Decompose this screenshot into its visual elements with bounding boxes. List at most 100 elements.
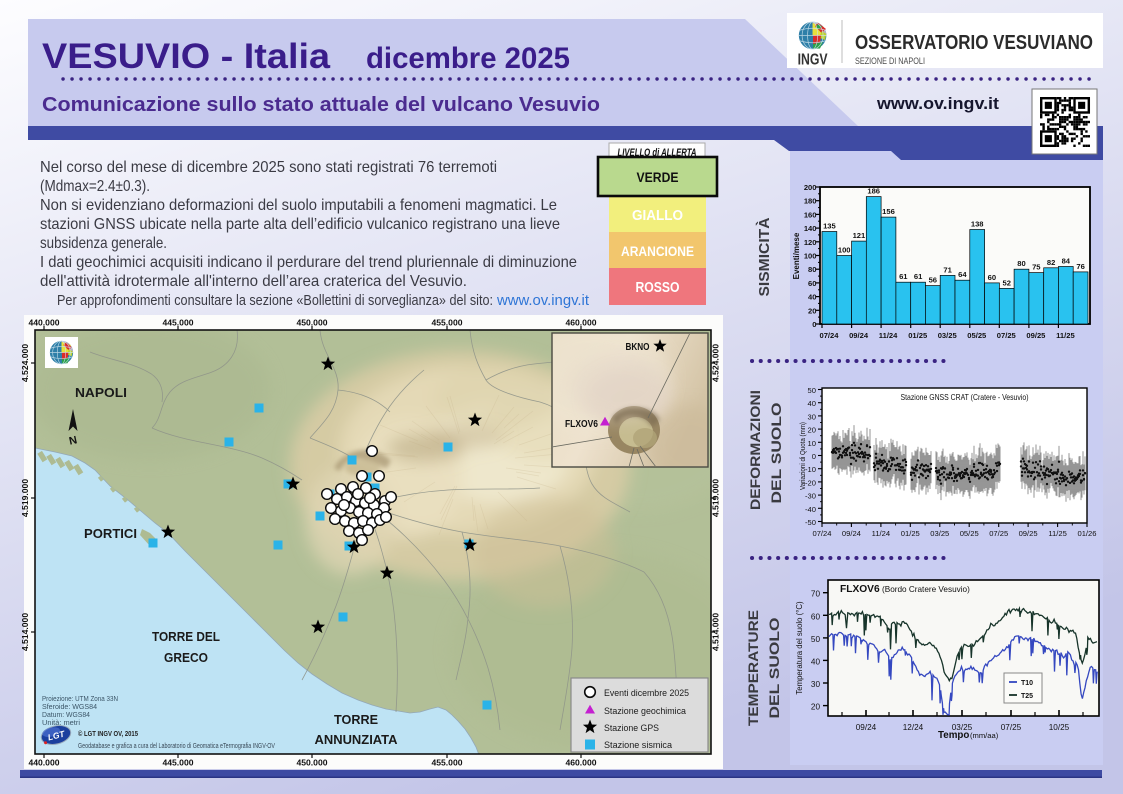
svg-text:100: 100 — [838, 246, 851, 255]
svg-text:Comunicazione sullo stato attu: Comunicazione sullo stato attuale del vu… — [42, 94, 600, 116]
svg-text:-40: -40 — [805, 505, 816, 514]
svg-text:Nel corso del mese di dicembre: Nel corso del mese di dicembre 2025 sono… — [40, 159, 497, 176]
svg-text:Stazione GNSS CRAT (Cratere -: Stazione GNSS CRAT (Cratere - Vesuvio) — [901, 393, 1029, 402]
svg-text:445.000: 445.000 — [162, 318, 193, 328]
svg-text:75: 75 — [1032, 263, 1041, 272]
svg-text:OSSERVATORIO VESUVIANO: OSSERVATORIO VESUVIANO — [855, 32, 1093, 54]
svg-text:40: 40 — [808, 293, 816, 302]
svg-text:T10: T10 — [1021, 680, 1033, 687]
svg-text:200: 200 — [804, 183, 817, 192]
svg-text:GRECO: GRECO — [164, 650, 208, 665]
svg-text:I dati geochimici acquisiti in: I dati geochimici acquisiti indicano il … — [40, 254, 577, 271]
svg-text:20: 20 — [808, 306, 816, 315]
svg-text:BKNO: BKNO — [626, 341, 650, 353]
svg-text:07/24: 07/24 — [819, 331, 839, 340]
svg-text:05/25: 05/25 — [967, 331, 987, 340]
svg-text:DEL SUOLO: DEL SUOLO — [769, 403, 784, 504]
svg-text:07/25: 07/25 — [997, 331, 1017, 340]
svg-text:01/25: 01/25 — [901, 529, 920, 538]
svg-text:(mm/aa): (mm/aa) — [970, 731, 999, 740]
svg-text:52: 52 — [1002, 278, 1010, 287]
svg-text:Tempo: Tempo — [938, 730, 969, 741]
svg-text:156: 156 — [882, 207, 895, 216]
svg-text:460.000: 460.000 — [565, 318, 596, 328]
svg-text:80: 80 — [1017, 259, 1025, 268]
svg-text:455.000: 455.000 — [431, 758, 462, 768]
svg-text:07/25: 07/25 — [1001, 723, 1022, 732]
svg-text:70: 70 — [811, 590, 821, 599]
svg-text:61: 61 — [914, 272, 923, 281]
svg-text:VERDE: VERDE — [637, 170, 679, 185]
svg-text:82: 82 — [1047, 258, 1055, 267]
svg-text:03/25: 03/25 — [930, 529, 949, 538]
svg-text:Geodatabase e grafica a cura d: Geodatabase e grafica a cura del Laborat… — [78, 743, 275, 750]
svg-text:50: 50 — [811, 635, 821, 644]
svg-text:TORRE: TORRE — [334, 712, 378, 727]
svg-text:0: 0 — [812, 452, 816, 461]
svg-text:DEL SUOLO: DEL SUOLO — [767, 618, 782, 719]
svg-text:20: 20 — [811, 703, 821, 712]
svg-text:SEZIONE DI NAPOLI: SEZIONE DI NAPOLI — [855, 56, 925, 67]
svg-text:www.ov.ingv.it: www.ov.ingv.it — [876, 94, 999, 113]
svg-text:40: 40 — [808, 399, 816, 408]
svg-text:100: 100 — [804, 252, 817, 261]
svg-text:Non si evidenziano deformazion: Non si evidenziano deformazioni del suol… — [40, 197, 557, 214]
svg-text:30: 30 — [811, 680, 821, 689]
svg-text:09/24: 09/24 — [842, 529, 861, 538]
svg-text:ARANCIONE: ARANCIONE — [621, 244, 694, 259]
svg-text:01/26: 01/26 — [1077, 529, 1096, 538]
svg-text:140: 140 — [804, 224, 817, 233]
svg-text:03/25: 03/25 — [952, 723, 973, 732]
svg-text:121: 121 — [853, 231, 866, 240]
svg-text:450.000: 450.000 — [296, 318, 327, 328]
svg-text:05/25: 05/25 — [960, 529, 979, 538]
svg-text:4.519.000: 4.519.000 — [20, 479, 30, 517]
svg-text:4.524.000: 4.524.000 — [20, 344, 30, 382]
svg-text:60: 60 — [988, 273, 996, 282]
svg-text:07/24: 07/24 — [812, 529, 831, 538]
svg-text:Eventi dicembre 2025: Eventi dicembre 2025 — [604, 688, 689, 699]
svg-text:09/25: 09/25 — [1019, 529, 1038, 538]
svg-text:60: 60 — [811, 612, 821, 621]
svg-text:T25: T25 — [1021, 693, 1033, 700]
svg-text:11/24: 11/24 — [879, 331, 898, 340]
svg-text:PORTICI: PORTICI — [84, 526, 137, 541]
svg-text:Stazione sismica: Stazione sismica — [604, 740, 673, 751]
svg-text:Proiezione: UTM Zona 33N: Proiezione: UTM Zona 33N — [42, 696, 118, 703]
svg-text:-10: -10 — [805, 465, 816, 474]
svg-text:4.514.000: 4.514.000 — [711, 613, 721, 651]
svg-text:4.524.000: 4.524.000 — [711, 344, 721, 382]
svg-text:460.000: 460.000 — [565, 758, 596, 768]
svg-text:11/25: 11/25 — [1048, 529, 1066, 538]
svg-text:-50: -50 — [805, 518, 816, 527]
svg-text:dell'attività idrotermale all': dell'attività idrotermale all'interno de… — [40, 273, 467, 290]
svg-text:subsidenza generale.: subsidenza generale. — [40, 235, 167, 252]
svg-text:Temperatura del suolo (°C): Temperatura del suolo (°C) — [795, 601, 804, 695]
svg-text:VESUVIO - Italia: VESUVIO - Italia — [42, 37, 331, 76]
svg-text:450.000: 450.000 — [296, 758, 327, 768]
svg-text:40: 40 — [811, 657, 821, 666]
svg-text:10: 10 — [808, 439, 816, 448]
svg-text:10/25: 10/25 — [1049, 723, 1070, 732]
svg-text:© LGT INGV OV, 2015: © LGT INGV OV, 2015 — [78, 729, 138, 738]
svg-text:SISMICITÀ: SISMICITÀ — [756, 217, 773, 297]
svg-text:03/25: 03/25 — [938, 331, 958, 340]
svg-text:Stazione GPS: Stazione GPS — [604, 723, 659, 734]
svg-text:FLXOV6: FLXOV6 — [840, 584, 880, 595]
svg-text:440.000: 440.000 — [28, 758, 59, 768]
svg-text:138: 138 — [971, 220, 984, 229]
svg-text:LGT: LGT — [47, 728, 67, 742]
svg-text:455.000: 455.000 — [431, 318, 462, 328]
svg-text:Sferoide: WGS84: Sferoide: WGS84 — [42, 704, 97, 711]
svg-text:FLXOV6: FLXOV6 — [565, 418, 598, 430]
svg-text:84: 84 — [1062, 257, 1071, 266]
svg-text:01/25: 01/25 — [908, 331, 928, 340]
svg-text:160: 160 — [804, 210, 817, 219]
svg-text:(Bordo Cratere Vesuvio): (Bordo Cratere Vesuvio) — [882, 585, 970, 594]
svg-text:09/24: 09/24 — [849, 331, 869, 340]
svg-text:11/25: 11/25 — [1056, 331, 1075, 340]
svg-text:-20: -20 — [805, 478, 816, 487]
svg-text:TORRE DEL: TORRE DEL — [152, 629, 220, 644]
svg-text:ANNUNZIATA: ANNUNZIATA — [315, 732, 398, 747]
svg-text:GIALLO: GIALLO — [632, 208, 683, 224]
